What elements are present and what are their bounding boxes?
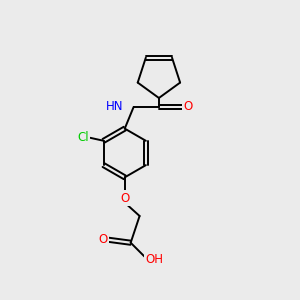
Text: O: O xyxy=(120,192,129,205)
Text: OH: OH xyxy=(146,253,164,266)
Text: HN: HN xyxy=(106,100,123,113)
Text: O: O xyxy=(183,100,193,113)
Text: Cl: Cl xyxy=(77,131,88,144)
Text: O: O xyxy=(98,233,108,246)
